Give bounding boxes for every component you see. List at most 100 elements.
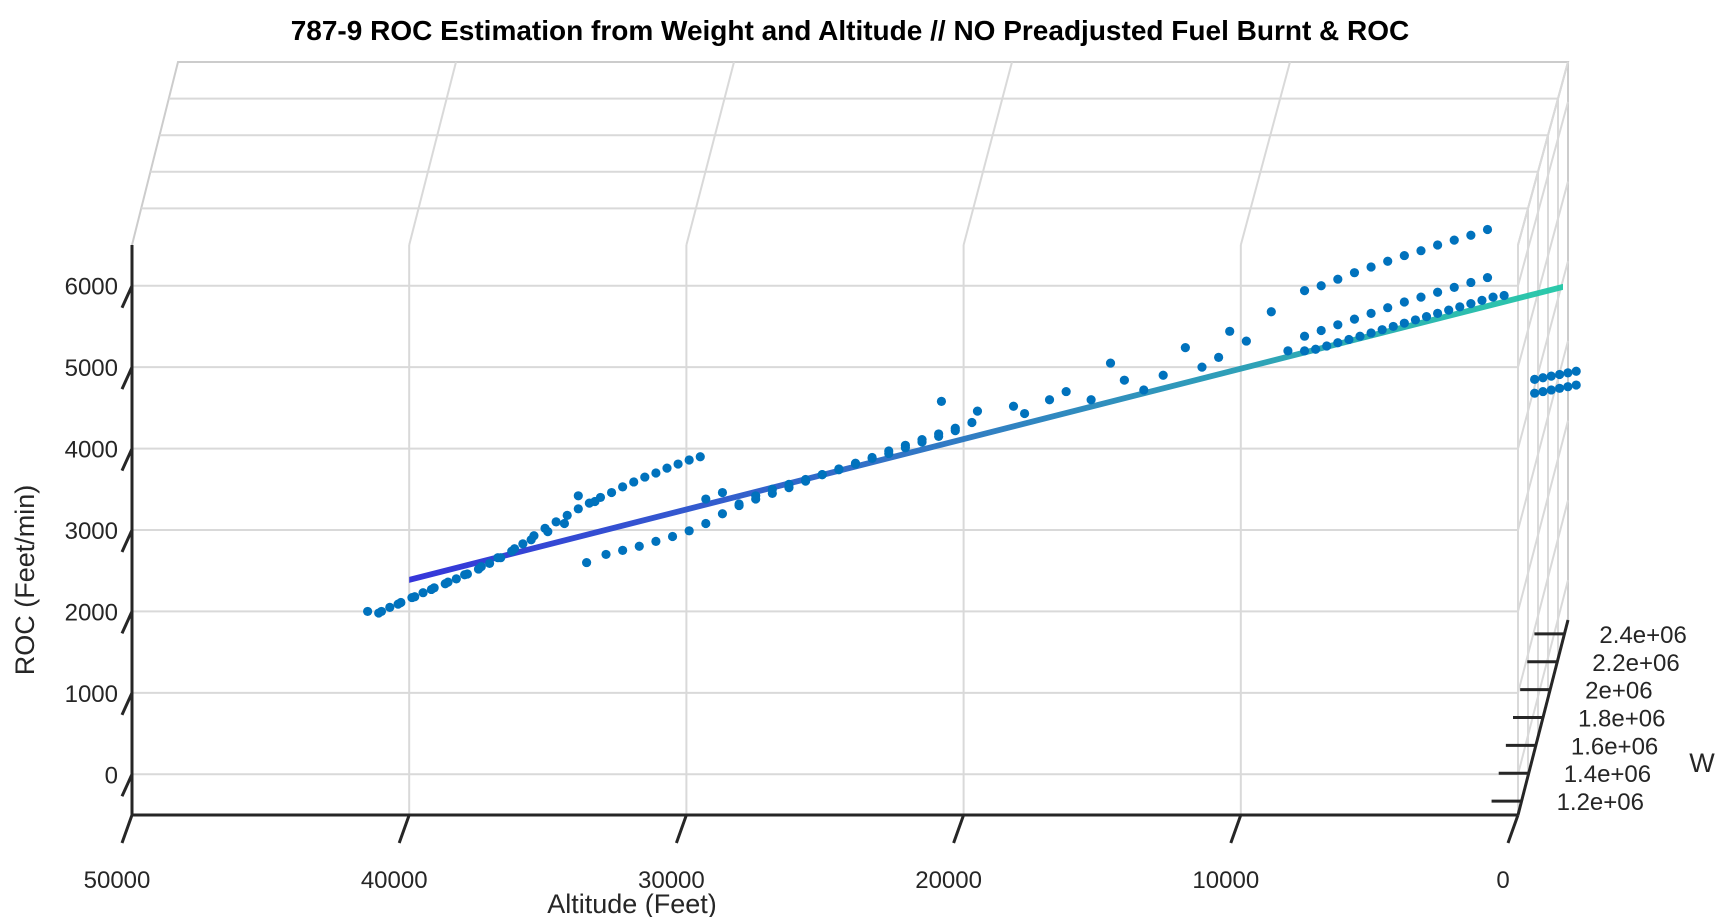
data-point — [734, 500, 744, 511]
grid-top — [1517, 61, 1569, 246]
data-point — [1322, 341, 1332, 351]
y-axis-label: ROC (Feet/min) — [10, 485, 40, 676]
data-point — [484, 558, 495, 568]
data-point — [1333, 274, 1343, 284]
data-point — [410, 592, 420, 602]
data-point — [1214, 352, 1224, 362]
data-point — [1316, 281, 1326, 291]
data-point — [1086, 395, 1096, 405]
data-point — [695, 452, 705, 462]
data-point — [817, 470, 827, 480]
data-point — [1530, 374, 1540, 384]
data-point — [1344, 334, 1354, 345]
data-point — [1299, 346, 1310, 356]
data-point — [385, 602, 395, 612]
data-point — [1377, 325, 1387, 335]
data-point — [418, 588, 428, 598]
data-point — [1538, 386, 1548, 397]
data-point — [618, 482, 628, 492]
data-point — [1388, 321, 1398, 332]
data-point — [751, 494, 761, 504]
data-point — [1355, 331, 1365, 341]
z-tick-label: 1.2e+06 — [1557, 789, 1644, 816]
data-point — [476, 562, 486, 572]
data-point — [1299, 331, 1310, 341]
data-point — [1399, 318, 1409, 328]
data-point — [1283, 346, 1293, 356]
y-tick-label: 3000 — [65, 518, 118, 545]
data-point — [1449, 282, 1459, 292]
data-point — [1410, 315, 1421, 325]
grid-lines — [132, 61, 1569, 815]
data-point — [363, 606, 373, 617]
data-point — [1119, 375, 1129, 385]
data-point — [917, 437, 927, 447]
grid-h-side — [1517, 261, 1569, 449]
data-point — [1333, 338, 1343, 348]
x-tick — [1506, 814, 1520, 844]
x-tick — [674, 814, 688, 844]
data-point — [936, 396, 947, 406]
data-point — [651, 536, 661, 547]
fit-surface-band — [409, 283, 1564, 583]
data-point — [717, 487, 728, 498]
x-tick-label: 40000 — [361, 867, 428, 894]
data-point — [1466, 230, 1476, 240]
data-point — [1499, 290, 1509, 301]
data-point — [1571, 366, 1581, 376]
data-point — [934, 431, 944, 441]
data-point — [393, 599, 403, 609]
data-point — [784, 483, 794, 493]
data-point — [684, 526, 694, 536]
data-point — [493, 553, 503, 563]
data-point — [1482, 272, 1493, 283]
data-point — [1416, 292, 1426, 302]
data-point — [651, 468, 661, 478]
data-point — [1399, 297, 1409, 307]
y-tick-label: 6000 — [65, 274, 118, 301]
data-point — [1349, 314, 1360, 324]
grid-top — [408, 61, 457, 246]
y-tick-label: 4000 — [65, 437, 118, 464]
data-point — [1546, 371, 1556, 381]
data-point — [1455, 302, 1465, 312]
data-point — [618, 545, 628, 555]
data-point — [1554, 369, 1565, 380]
data-point — [460, 570, 470, 580]
data-point — [1530, 388, 1540, 398]
x-tick — [952, 814, 966, 844]
data-point — [629, 477, 639, 487]
back-top-edge — [131, 61, 1570, 246]
grid-h-side — [1517, 181, 1569, 368]
data-point — [950, 426, 960, 436]
data-point — [582, 557, 592, 568]
data-point — [1449, 235, 1459, 245]
data-point — [1061, 386, 1071, 397]
data-point — [1444, 305, 1454, 315]
y-tick — [120, 447, 134, 472]
data-point — [1482, 224, 1493, 235]
data-point — [1466, 299, 1476, 309]
data-point — [1477, 295, 1487, 305]
x-tick — [397, 814, 411, 844]
data-point — [1538, 373, 1548, 383]
data-point — [443, 577, 453, 587]
grid-top — [685, 61, 735, 246]
x-tick — [1229, 814, 1243, 844]
data-point — [767, 488, 777, 498]
x-tick-label: 30000 — [638, 867, 705, 894]
z-tick-label: 1.4e+06 — [1564, 761, 1651, 788]
x-axis-label: Altitude (Feet) — [547, 889, 717, 917]
data-point — [1316, 325, 1326, 336]
data-point — [1299, 286, 1310, 296]
data-point — [1399, 250, 1409, 261]
data-point — [800, 476, 811, 486]
y-tick — [120, 773, 134, 797]
data-point — [1563, 382, 1573, 392]
grid-h-side — [1517, 340, 1569, 531]
z-tick-label: 2e+06 — [1585, 678, 1652, 705]
y-tick-label: 5000 — [65, 355, 118, 382]
data-point — [701, 518, 711, 529]
y-tick-label: 0 — [105, 762, 118, 789]
